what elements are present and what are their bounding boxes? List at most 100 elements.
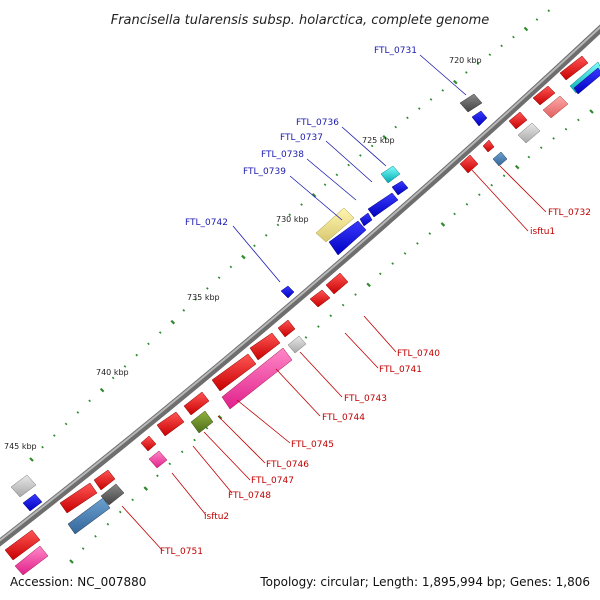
label-ftl-0748: FTL_0748 [228, 491, 271, 501]
gene-ftl-0746[interactable] [156, 411, 185, 437]
scale-tick [253, 244, 256, 248]
scale-tick [488, 53, 492, 56]
scale-tick [229, 265, 233, 269]
scale-tick [465, 71, 468, 74]
inner-leader-lines [121, 165, 547, 551]
scale-tick [158, 331, 162, 334]
gene-ftl-0740[interactable] [325, 272, 349, 295]
label-ftl-0740: FTL_0740 [397, 349, 440, 359]
label-ftl-0741: FTL_0741 [379, 365, 422, 375]
label-ftl-0731: FTL_0731 [374, 46, 417, 56]
scale-tick [476, 62, 480, 65]
scale-tick [300, 203, 303, 206]
gene-top-blue[interactable] [573, 67, 600, 95]
gene-gray-745[interactable] [10, 474, 37, 498]
scale-tick [394, 125, 398, 129]
gene-isftu1-a[interactable] [482, 139, 495, 153]
gene-ftl-0743[interactable] [287, 335, 307, 354]
label-ftl-0732: FTL_0732 [548, 208, 591, 218]
scale-tick [88, 399, 91, 403]
gene-ftl-0731[interactable] [459, 93, 483, 113]
gene-ftl-0747[interactable] [190, 410, 214, 434]
scale-tick [547, 9, 551, 13]
gene-ftl-0731-b[interactable] [471, 110, 488, 127]
scale-tick [241, 254, 246, 260]
scale-tick [465, 202, 469, 206]
gene-isftu1[interactable] [459, 154, 479, 174]
scale-tick [589, 109, 594, 114]
scale-tick [288, 213, 292, 217]
label-ftl-0746: FTL_0746 [266, 460, 309, 470]
gene-ftl-0746-a[interactable] [183, 391, 210, 416]
gene-red-750-b[interactable] [59, 482, 98, 514]
scale-label-720: 720 kbp [449, 56, 482, 65]
scale-tick [370, 144, 374, 148]
gene-top-red-3[interactable] [508, 111, 528, 130]
gene-ftl-0743-a[interactable] [277, 319, 296, 338]
gene-ftl-0737[interactable] [391, 180, 409, 196]
gene-top-red-2[interactable] [532, 85, 556, 106]
scale-tick [182, 309, 186, 312]
scale-tick [123, 365, 127, 368]
gene-top-red-1[interactable] [559, 55, 589, 81]
gene-blue-745[interactable] [22, 493, 43, 512]
gene-ftl-0738[interactable] [367, 192, 399, 218]
gene-ftl-0744[interactable] [221, 347, 293, 410]
label-ftl-0737: FTL_0737 [280, 133, 323, 143]
gene-steel-750[interactable] [67, 497, 111, 535]
scale-tick [111, 376, 115, 380]
gene-top-lred[interactable] [542, 95, 569, 119]
label-ftl-0743: FTL_0743 [344, 394, 387, 404]
gene-top-lgray[interactable] [517, 122, 541, 144]
gene-isftu2[interactable] [148, 450, 168, 469]
gene-ftl-0744-a[interactable] [249, 332, 281, 361]
scale-tick [359, 154, 362, 157]
gene-ftl-0751-a[interactable] [4, 529, 41, 561]
scale-tick [180, 450, 184, 454]
scale-tick [323, 183, 327, 186]
scale-tick [217, 276, 221, 279]
gene-ftl-0748[interactable] [140, 435, 157, 452]
scale-tick [403, 252, 407, 255]
scale-tick [276, 223, 280, 227]
scale-tick [441, 89, 445, 92]
gene-ftl-0739-a[interactable] [359, 212, 373, 227]
gene-ftl-0751[interactable] [14, 545, 49, 576]
scale-tick [194, 298, 197, 301]
scale-tick [304, 336, 308, 339]
scale-tick [99, 387, 105, 393]
label-ftl-0736: FTL_0736 [296, 118, 339, 128]
gene-ftl-0745[interactable] [211, 353, 257, 392]
scale-tick [577, 118, 580, 122]
accession-text: Accession: NC_007880 [10, 575, 146, 589]
scale-tick [502, 174, 506, 178]
scale-label-730: 730 kbp [276, 215, 309, 224]
gene-ftl-0739[interactable] [328, 220, 367, 256]
gene-ftl-0732[interactable] [492, 151, 508, 167]
scale-tick [490, 183, 494, 187]
scale-tick [64, 422, 68, 426]
scale-tick [440, 222, 446, 227]
gene-red-750-a[interactable] [93, 469, 116, 491]
genome-backbone [0, 24, 600, 547]
scale-tick [552, 137, 555, 140]
scale-tick [366, 282, 371, 288]
scale-tick [205, 426, 209, 430]
gene-ftl-0742[interactable] [280, 285, 295, 299]
scale-tick [106, 522, 110, 526]
gene-ftl-0736[interactable] [380, 165, 401, 184]
label-ftl-0742: FTL_0742 [185, 218, 228, 228]
gene-ftl-0741[interactable] [309, 289, 331, 308]
scale-tick [523, 26, 529, 32]
gene-dgray-750[interactable] [100, 483, 125, 506]
scale-tick [76, 411, 80, 414]
scale-tick [527, 155, 531, 159]
scale-tick [317, 325, 320, 328]
label-ftl-0744: FTL_0744 [322, 413, 365, 423]
gene-khaki[interactable] [315, 207, 355, 243]
scale-tick [329, 314, 333, 318]
scale-tick [564, 127, 568, 131]
scale-tick [453, 79, 458, 85]
label-ftl-0739: FTL_0739 [243, 167, 286, 177]
